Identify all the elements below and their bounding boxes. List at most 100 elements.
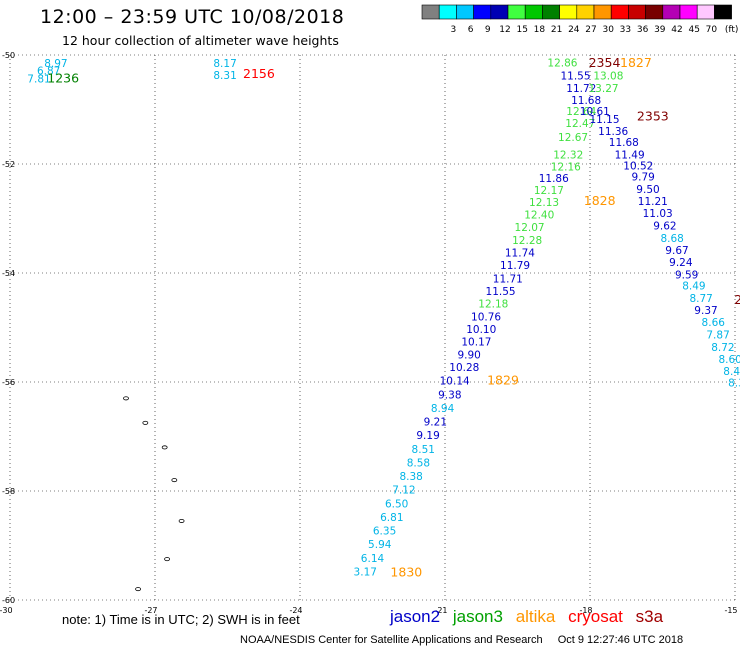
swh-value: 9.67 <box>665 245 688 257</box>
swh-value: 8.38 <box>399 471 422 483</box>
colorbar-bin <box>696 4 715 20</box>
island-outline <box>161 445 168 450</box>
colorbar-bin <box>456 4 474 20</box>
colorbar-label: 30 <box>602 25 614 35</box>
colorbar-bin <box>576 4 595 20</box>
colorbar-label: 3 <box>451 25 457 35</box>
swh-value: 10.28 <box>449 362 479 374</box>
swh-value: 9.37 <box>694 305 717 317</box>
swh-value: 7.81 <box>27 73 50 85</box>
swh-value: 9.19 <box>416 430 439 442</box>
swh-value: 13.08 <box>593 71 623 83</box>
colorbar-bin <box>507 4 526 20</box>
swh-value: 11.68 <box>609 137 639 149</box>
legend-cryosat: cryosat <box>568 607 623 626</box>
colorbar-bin <box>662 4 681 20</box>
colorbar-label: 18 <box>534 25 546 35</box>
colorbar-label: 39 <box>654 25 666 35</box>
swh-value: 12.67 <box>558 132 588 144</box>
swh-value: 12.28 <box>512 235 542 247</box>
x-tick-label: -27 <box>144 606 157 615</box>
legend-jason2: jason2 <box>390 607 441 626</box>
x-tick-label: -30 <box>0 606 13 615</box>
swh-value: 11.21 <box>638 196 668 208</box>
colorbar-bin <box>421 4 440 20</box>
swh-value: 7.87 <box>706 329 729 341</box>
colorbar-bin <box>438 4 457 20</box>
swh-value: 11.03 <box>643 208 673 220</box>
colorbar-label: 21 <box>551 25 562 35</box>
swh-value: 11.72 <box>566 83 596 95</box>
colorbar-bin <box>628 4 646 20</box>
swh-value: 8.51 <box>412 444 435 456</box>
time-label: 1829 <box>487 373 519 388</box>
footer-note: note: 1) Time is in UTC; 2) SWH is in fe… <box>62 612 300 627</box>
swh-value: 11.55 <box>486 286 516 298</box>
swh-value: 10.76 <box>471 311 501 323</box>
swh-value: 8.31 <box>728 377 740 389</box>
swh-value: 11.15 <box>589 114 619 126</box>
swh-value: 9.59 <box>675 269 698 281</box>
colorbar-label: 9 <box>485 25 491 35</box>
swh-value: 8.94 <box>431 403 455 415</box>
x-tick-label: -21 <box>434 606 447 615</box>
x-tick-label: -15 <box>724 606 737 615</box>
swh-value: 6.81 <box>380 512 403 524</box>
swh-value: 11.71 <box>493 273 523 285</box>
swh-value: 8.68 <box>660 233 683 245</box>
y-tick-label: -50 <box>2 51 15 60</box>
swh-value: 8.72 <box>711 342 734 354</box>
swh-value: 12.47 <box>565 118 595 130</box>
colorbar: 3 6 9 12 15 18 21 24 27 30 33 36 39 42 45 70 (ft) <box>421 4 738 35</box>
swh-value: 8.77 <box>689 293 712 305</box>
colorbar-label: 6 <box>468 25 474 35</box>
legend-altika: altika <box>515 607 556 626</box>
swh-value: 7.12 <box>392 485 415 497</box>
colorbar-label: 27 <box>585 25 596 35</box>
swh-value: 3.17 <box>354 566 377 578</box>
chart-subtitle: 12 hour collection of altimeter wave hei… <box>62 33 339 48</box>
swh-value: 11.68 <box>571 95 601 107</box>
swh-value: 9.21 <box>424 417 447 429</box>
colorbar-bin <box>679 4 698 20</box>
island-outline <box>171 478 178 483</box>
time-label: 2156 <box>243 66 275 81</box>
swh-value: 9.24 <box>669 257 693 269</box>
swh-value: 12.32 <box>553 150 583 162</box>
legend-s3a: s3a <box>635 607 664 626</box>
y-tick-label: -60 <box>2 596 15 605</box>
colorbar-label: 24 <box>568 25 580 35</box>
island-outline <box>135 587 141 592</box>
swh-value: 12.17 <box>534 185 564 197</box>
time-label: 2353 <box>637 108 669 123</box>
y-tick-label: -56 <box>2 378 15 387</box>
swh-value: 11.86 <box>539 173 569 185</box>
time-label: 2354 <box>589 55 621 70</box>
satellite-legend: jason2 jason3 altika cryosat s3a <box>390 607 671 627</box>
chart-title: 12:00 – 23:59 UTC 10/08/2018 <box>40 6 345 28</box>
swh-value: 10.10 <box>466 324 496 336</box>
colorbar-bin <box>490 4 509 20</box>
x-tick-label: -24 <box>289 606 302 615</box>
swh-value: 13.27 <box>589 83 619 95</box>
colorbar-label: 42 <box>671 25 682 35</box>
swh-value: 6.87 <box>37 66 60 78</box>
legend-jason3: jason3 <box>452 607 503 626</box>
swh-value: 12.64 <box>566 106 596 118</box>
credit-line: NOAA/NESDIS Center for Satellite Applica… <box>240 634 683 646</box>
swh-value: 8.97 <box>44 58 67 70</box>
island-outline <box>142 420 149 425</box>
time-label: 1236 <box>47 70 79 85</box>
colorbar-label: 45 <box>688 25 699 35</box>
swh-value: 6.14 <box>361 553 385 565</box>
colorbar-bin <box>714 4 732 20</box>
swh-value: 9.50 <box>636 184 659 196</box>
colorbar-label: 36 <box>637 25 649 35</box>
time-label: 23 <box>734 292 740 307</box>
swh-value: 12.40 <box>524 210 554 222</box>
swh-value: 6.50 <box>385 498 408 510</box>
swh-value: 10.61 <box>580 106 610 118</box>
swh-value: 6.35 <box>373 526 396 538</box>
